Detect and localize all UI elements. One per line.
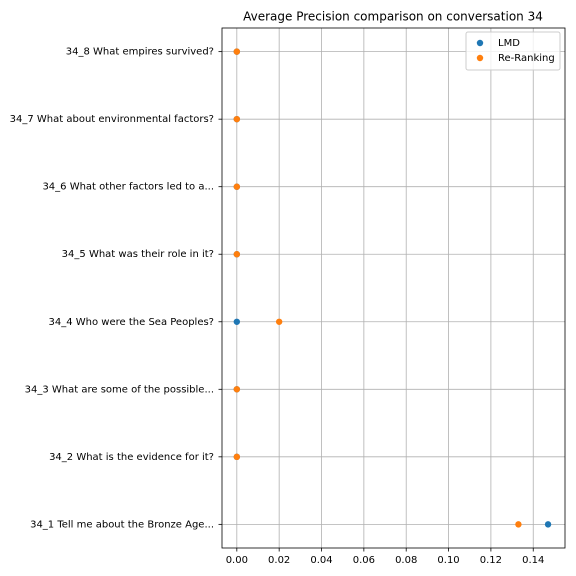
point [515, 521, 522, 528]
x-tick-label: 0.14 [522, 555, 544, 566]
x-tick-label: 0.02 [268, 555, 290, 566]
point [233, 115, 241, 123]
legend-marker [476, 54, 484, 62]
point [233, 251, 241, 258]
y-tick-label: 34_8 What empires survived? [66, 47, 214, 58]
point [275, 318, 283, 325]
legend-label: LMD [498, 38, 520, 49]
legend-box [465, 31, 561, 71]
y-tick-label: 34_1 Tell me about the Bronze Age... [30, 519, 214, 530]
y-tick-label: 34_6 What other factors led to a... [42, 182, 214, 193]
legend-marker [476, 39, 484, 47]
legend-label: Re-Ranking [498, 53, 555, 64]
x-tick-label: 0.00 [226, 555, 248, 566]
plot-frame [221, 27, 566, 549]
x-tick-label: 0.10 [437, 555, 459, 566]
point [544, 521, 552, 528]
x-tick-label: 0.08 [395, 555, 417, 566]
point [233, 183, 241, 190]
point [233, 386, 241, 393]
x-tick-label: 0.06 [353, 555, 375, 566]
y-tick-label: 34_2 What is the evidence for it? [49, 452, 214, 463]
chart-title: Average Precision comparison on conversa… [243, 10, 543, 24]
y-tick-label: 34_5 What was their role in it? [62, 249, 214, 260]
y-tick-label: 34_7 What about environmental factors? [10, 114, 214, 125]
x-tick-label: 0.04 [310, 555, 332, 566]
x-tick-label: 0.12 [480, 555, 502, 566]
point [233, 318, 241, 325]
point [233, 453, 241, 461]
y-tick-label: 34_3 What are some of the possible... [25, 384, 214, 395]
y-tick-label: 34_4 Who were the Sea Peoples? [49, 317, 214, 328]
point [233, 48, 241, 55]
